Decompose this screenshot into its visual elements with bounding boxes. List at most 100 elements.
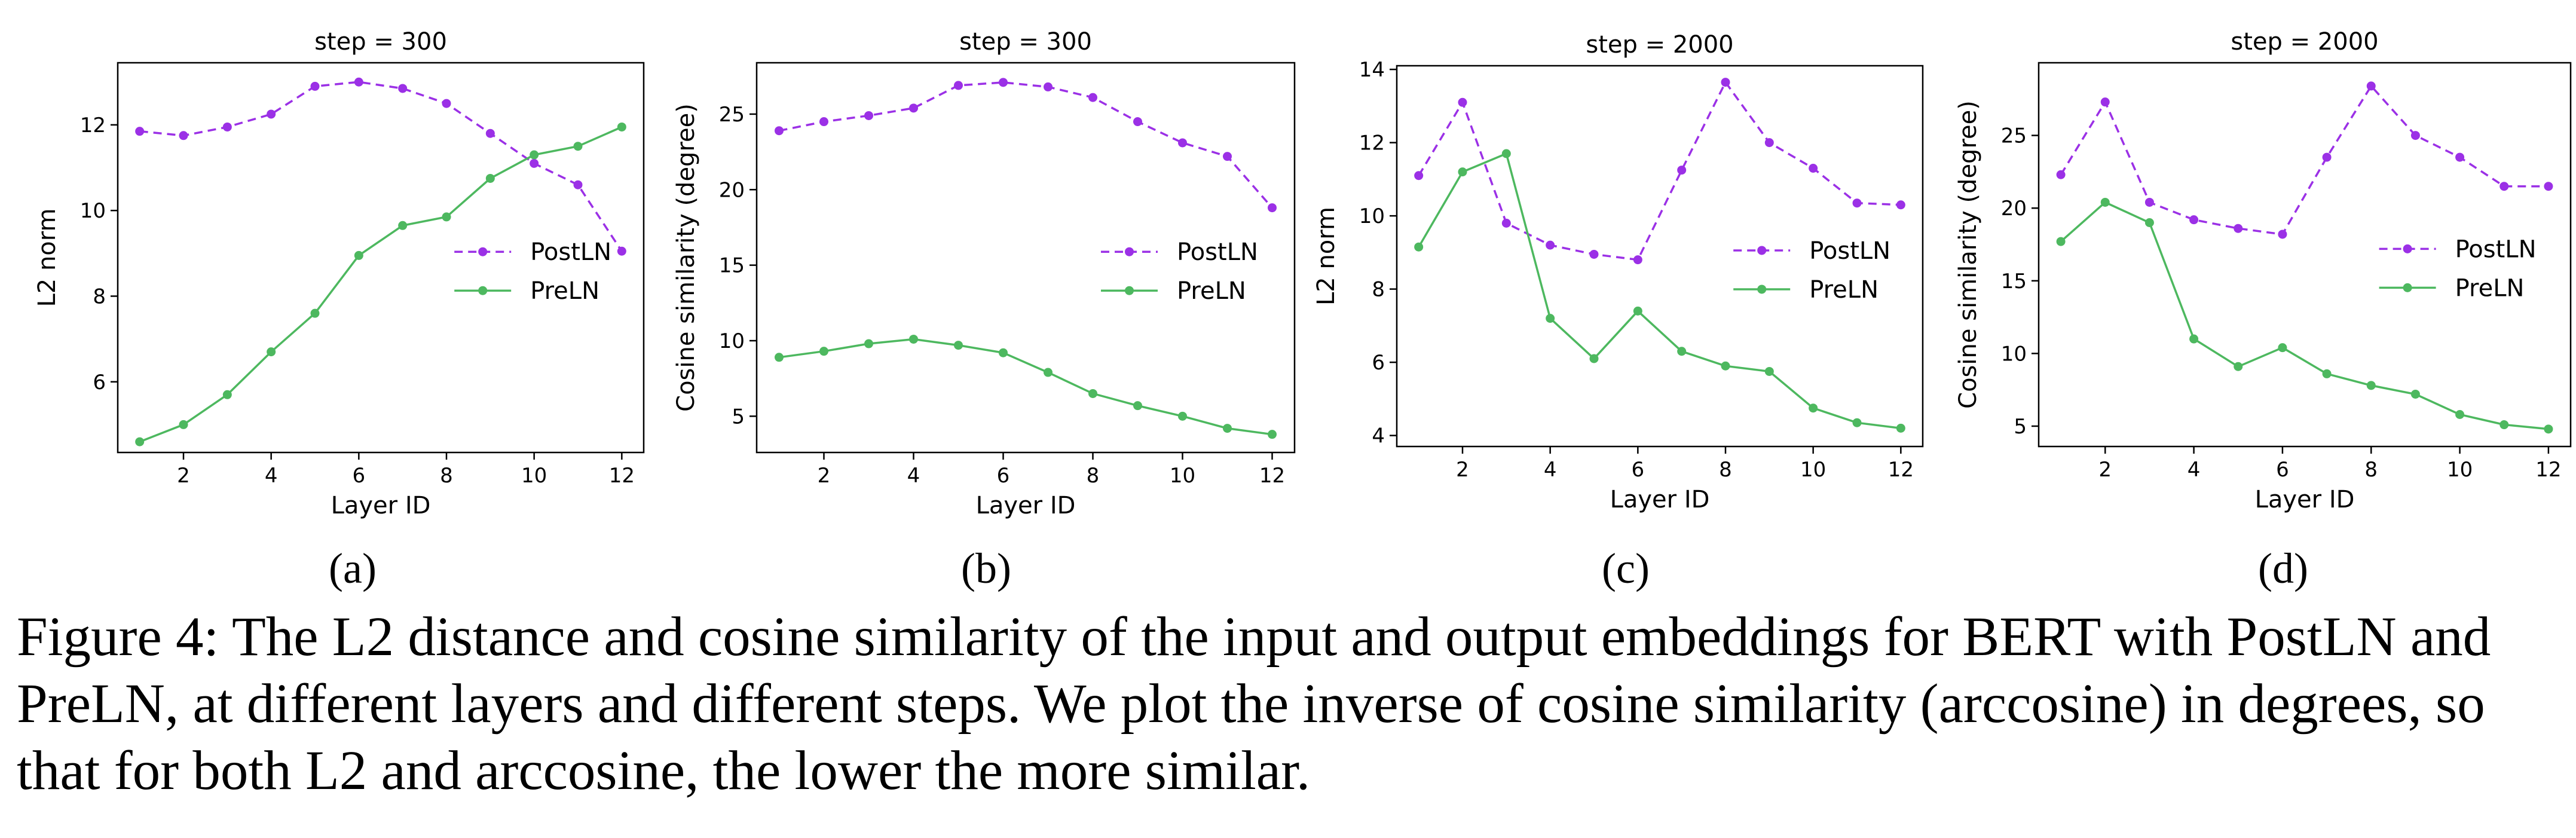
- x-tick-label: 6: [2276, 458, 2289, 482]
- data-point-postln: [1589, 249, 1599, 259]
- plot-frame: [1396, 65, 1924, 448]
- data-point-postln: [2144, 197, 2154, 207]
- data-point-preln: [1589, 354, 1599, 363]
- data-point-postln: [1088, 93, 1097, 102]
- data-point-postln: [179, 131, 188, 140]
- panel-label: (c): [1602, 545, 1650, 592]
- data-point-preln: [530, 150, 539, 160]
- panel-label: (a): [329, 545, 377, 592]
- data-point-preln: [398, 221, 408, 230]
- data-point-postln: [2544, 182, 2553, 191]
- x-tick-label: 4: [907, 464, 920, 488]
- series-line-postln: [779, 81, 1273, 209]
- legend-marker-preln: [1757, 285, 1767, 294]
- x-axis-label: Layer ID: [976, 492, 1076, 519]
- x-tick-label: 10: [521, 464, 547, 488]
- data-point-postln: [1268, 203, 1277, 213]
- data-point-postln: [1764, 138, 1774, 148]
- data-point-preln: [2056, 237, 2066, 246]
- data-point-preln: [135, 437, 145, 446]
- data-point-postln: [1223, 152, 1232, 161]
- data-point-preln: [999, 348, 1008, 357]
- x-tick-label: 6: [353, 464, 366, 488]
- data-point-preln: [2366, 381, 2376, 390]
- data-point-postln: [2056, 170, 2066, 179]
- x-tick-label: 4: [2188, 458, 2201, 482]
- data-point-preln: [2410, 389, 2420, 399]
- y-axis-label: L2 norm: [1313, 207, 1340, 305]
- x-tick-label: 2: [818, 464, 831, 488]
- chart-panel-d: step = 2000 2 4 6 8 10 12 5 10 15 20 25 Layer ID Cosi…: [1954, 28, 2572, 592]
- legend-entry-preln: PreLN: [1809, 276, 1879, 304]
- chart-panel-b: step = 300 2 4 6 8 10 12 5 10 15 20 25 Layer ID Cosin…: [672, 28, 1296, 592]
- data-point-postln: [617, 246, 626, 256]
- legend-entry-postln: PostLN: [1809, 237, 1890, 265]
- data-point-postln: [2322, 152, 2332, 162]
- data-point-postln: [267, 109, 276, 119]
- data-point-preln: [819, 347, 828, 356]
- data-point-preln: [954, 341, 963, 350]
- data-point-postln: [1809, 164, 1818, 173]
- charts-area: step = 300 2 4 6 8 10 12 6 8 10 12 Layer ID L2 norm P…: [33, 28, 2572, 592]
- data-point-preln: [2278, 343, 2287, 353]
- x-tick-label: 12: [609, 464, 635, 488]
- legend-entry-postln: PostLN: [2455, 236, 2537, 263]
- x-tick-label: 2: [2098, 458, 2112, 482]
- x-tick-label: 12: [1888, 458, 1914, 482]
- plot-frame: [2037, 62, 2572, 448]
- data-point-postln: [354, 77, 363, 87]
- panel-label: (d): [2258, 545, 2308, 592]
- panel-title: step = 300: [314, 28, 447, 56]
- legend-entry-preln: PreLN: [530, 277, 599, 305]
- y-tick-label: 12: [1359, 131, 1385, 155]
- x-tick-label: 8: [1719, 458, 1732, 482]
- data-point-postln: [442, 99, 451, 108]
- x-tick-label: 10: [2447, 458, 2473, 482]
- panel-title: step = 2000: [2231, 28, 2378, 56]
- data-point-preln: [2100, 197, 2110, 207]
- data-point-preln: [2144, 218, 2154, 227]
- x-axis-label: Layer ID: [1610, 486, 1710, 513]
- legend-marker-postln: [478, 247, 488, 256]
- data-point-postln: [1458, 97, 1467, 107]
- panel-label: (b): [961, 545, 1011, 592]
- legend-marker-preln: [2403, 283, 2412, 292]
- legend-marker-postln: [1125, 247, 1134, 256]
- x-tick-label: 8: [440, 464, 453, 488]
- data-point-preln: [1044, 368, 1053, 377]
- series-line-postln: [1418, 80, 1901, 261]
- data-point-preln: [442, 212, 451, 222]
- data-point-postln: [1414, 171, 1424, 181]
- plot-frame: [755, 62, 1296, 454]
- y-axis-label: Cosine similarity (degree): [672, 103, 700, 412]
- data-point-postln: [135, 127, 145, 136]
- x-tick-label: 4: [265, 464, 278, 488]
- legend-entry-preln: PreLN: [1177, 277, 1246, 305]
- data-point-postln: [2455, 152, 2465, 162]
- data-point-postln: [1546, 240, 1555, 250]
- series-line-postln: [2060, 84, 2549, 236]
- panel-title: step = 2000: [1586, 31, 1733, 59]
- data-point-preln: [1633, 306, 1642, 316]
- y-tick-label: 10: [719, 329, 745, 353]
- x-tick-label: 10: [1800, 458, 1826, 482]
- data-point-preln: [2499, 420, 2509, 430]
- data-point-postln: [2189, 215, 2199, 225]
- data-point-postln: [909, 103, 918, 113]
- legend-marker-postln: [1757, 246, 1767, 255]
- data-point-preln: [1133, 401, 1142, 411]
- data-point-postln: [2278, 230, 2287, 239]
- data-point-preln: [573, 142, 583, 151]
- data-point-postln: [1501, 218, 1511, 228]
- series-line-preln: [779, 338, 1272, 436]
- data-point-preln: [1268, 430, 1277, 439]
- chart-panel-a: step = 300 2 4 6 8 10 12 6 8 10 12 Layer ID L2 norm P…: [33, 28, 645, 592]
- data-point-postln: [1721, 78, 1730, 87]
- y-tick-label: 15: [2001, 270, 2027, 293]
- x-tick-label: 12: [2535, 458, 2561, 482]
- x-tick-label: 2: [177, 464, 190, 488]
- x-tick-label: 6: [997, 464, 1010, 488]
- data-point-preln: [2234, 362, 2243, 371]
- data-point-postln: [530, 158, 539, 168]
